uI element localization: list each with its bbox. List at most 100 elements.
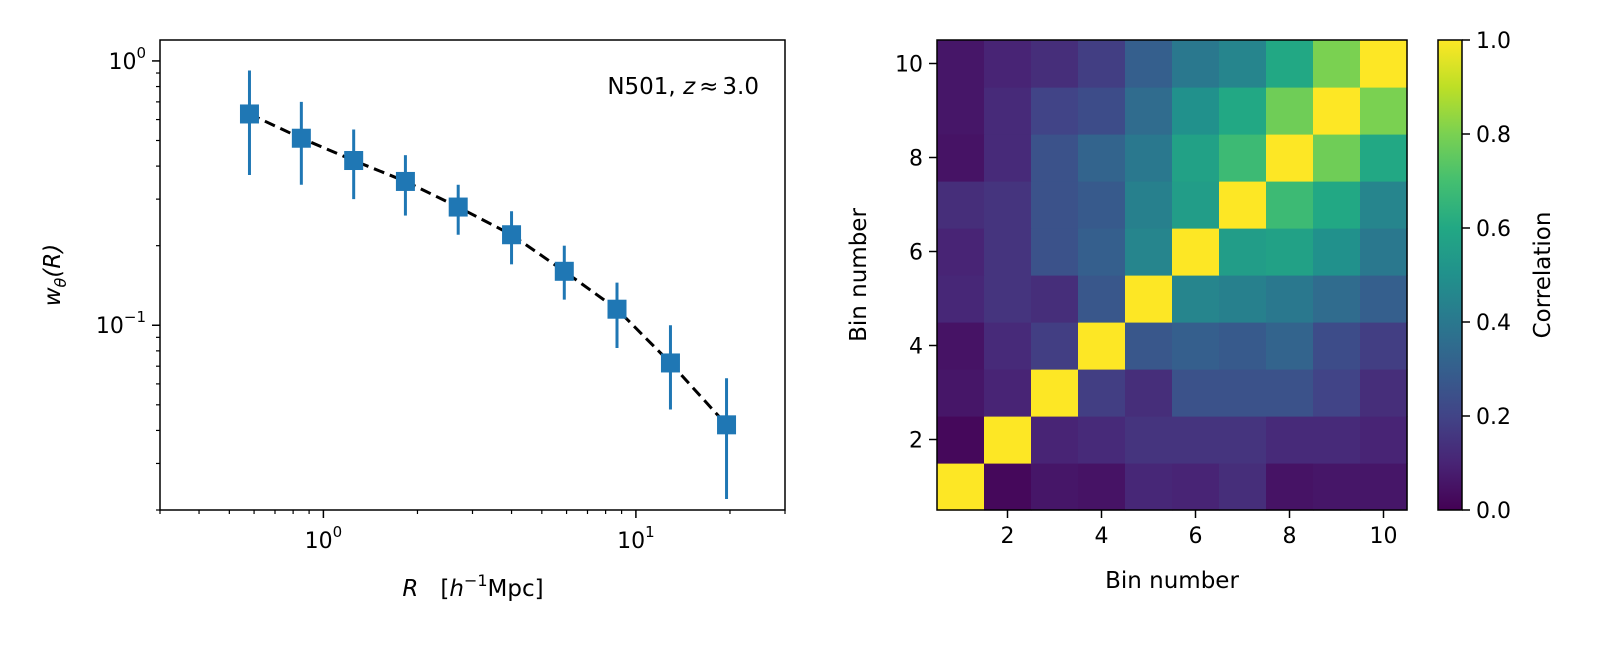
heatmap-cell (1078, 369, 1126, 417)
left-plot-area (239, 70, 737, 500)
x-tick-label: 100 (305, 523, 343, 554)
heatmap-frame (936, 39, 1408, 511)
heatmap-cell (1360, 228, 1408, 276)
heatmap-cell (1266, 369, 1314, 417)
heatmap-cell (1219, 275, 1267, 323)
heatmap-cell (1360, 181, 1408, 229)
heatmap-cell (1219, 463, 1267, 511)
left-xlabel-h: h (449, 576, 464, 602)
heatmap-cell (1219, 322, 1267, 370)
heatmap-x-tick-label: 4 (1095, 524, 1109, 549)
model-line (248, 112, 728, 426)
heatmap-y-tick-label: 8 (909, 147, 923, 172)
annotation-prefix: N501, (607, 74, 683, 100)
heatmap-cell (984, 228, 1032, 276)
heatmap-cell (1219, 369, 1267, 417)
heatmap-cell (1031, 181, 1079, 229)
heatmap-cell (1360, 275, 1408, 323)
heatmap-cell (1313, 369, 1361, 417)
heatmap-cell (984, 322, 1032, 370)
heatmap-cell (1125, 40, 1173, 88)
heatmap-cell (1031, 369, 1079, 417)
heatmap-cell (1360, 416, 1408, 464)
heatmap-cell (1125, 416, 1173, 464)
heatmap-cell (1313, 181, 1361, 229)
data-point (607, 299, 627, 319)
heatmap-cell (1360, 134, 1408, 182)
heatmap-cell (1266, 416, 1314, 464)
heatmap-ticks: 2 4 6 8 10 2 4 6 8 10 (895, 53, 1398, 550)
left-xlabel-unit: Mpc (488, 576, 535, 602)
heatmap-cell (1219, 134, 1267, 182)
heatmap-y-tick-label: 6 (909, 241, 923, 266)
colorbar-tick-label: 0.4 (1476, 311, 1511, 336)
heatmap-cell (1172, 181, 1220, 229)
colorbar-tick-label: 0.0 (1476, 499, 1511, 524)
heatmap-cell (1219, 416, 1267, 464)
heatmap-cell (1219, 87, 1267, 135)
left-ylabel-w: w (40, 287, 66, 306)
heatmap-cell (984, 275, 1032, 323)
heatmap-cell (1360, 322, 1408, 370)
heatmap-cell (1172, 87, 1220, 135)
colorbar-tick-label: 1.0 (1476, 29, 1511, 54)
annotation-text: N501, z ≈3.0 (607, 74, 759, 100)
heatmap-cells (937, 40, 1408, 511)
heatmap-cell (1313, 275, 1361, 323)
heatmap-cell (1172, 134, 1220, 182)
heatmap-cell (1266, 228, 1314, 276)
heatmap-cell (1078, 134, 1126, 182)
heatmap-cell (1125, 369, 1173, 417)
heatmap-cell (1172, 416, 1220, 464)
colorbar-ticks: 0.0 0.2 0.4 0.6 0.8 1.0 (1462, 29, 1511, 524)
data-point (395, 171, 415, 191)
heatmap-y-tick-label: 4 (909, 335, 923, 360)
heatmap-cell (937, 228, 985, 276)
data-point (291, 128, 311, 148)
heatmap-cell (1125, 87, 1173, 135)
heatmap-cell (1078, 40, 1126, 88)
heatmap-cell (937, 134, 985, 182)
colorbar-tick-label: 0.8 (1476, 123, 1511, 148)
heatmap-cell (1125, 275, 1173, 323)
heatmap-x-tick-label: 8 (1283, 524, 1297, 549)
y-tick-label: 100 (108, 44, 146, 75)
heatmap-cell (1031, 228, 1079, 276)
left-xlabel-close: ] (535, 576, 544, 602)
left-ylabel-sub: θ (51, 277, 70, 287)
annotation-rel: ≈ (699, 74, 718, 100)
heatmap-xlabel: Bin number (1105, 568, 1239, 594)
heatmap-cell (937, 40, 985, 88)
heatmap-cell (1313, 463, 1361, 511)
heatmap-cell (984, 87, 1032, 135)
heatmap-y-tick-label: 2 (909, 429, 923, 454)
heatmap-cell (1313, 416, 1361, 464)
colorbar-tick-label: 0.2 (1476, 405, 1511, 430)
left-xlabel-exp: −1 (464, 571, 488, 590)
heatmap-x-tick-label: 6 (1189, 524, 1203, 549)
data-point (717, 415, 737, 435)
heatmap-cell (1172, 40, 1220, 88)
heatmap-cell (1172, 463, 1220, 511)
data-point (554, 261, 574, 281)
heatmap-cell (937, 369, 985, 417)
heatmap-cell (937, 322, 985, 370)
x-tick-label: 101 (617, 523, 655, 554)
heatmap-cell (1031, 40, 1079, 88)
colorbar-tick-label: 0.6 (1476, 217, 1511, 242)
heatmap-cell (1125, 463, 1173, 511)
heatmap-cell (1360, 40, 1408, 88)
heatmap-cell (1078, 463, 1126, 511)
heatmap-cell (984, 463, 1032, 511)
y-tick-label: 10−1 (96, 308, 146, 339)
heatmap-x-tick-label: 10 (1370, 524, 1398, 549)
heatmap-cell (1313, 322, 1361, 370)
annotation-var: z (682, 74, 696, 100)
heatmap-cell (1078, 416, 1126, 464)
heatmap-cell (984, 134, 1032, 182)
heatmap-cell (1078, 322, 1126, 370)
colorbar (1437, 39, 1463, 511)
heatmap-cell (1031, 463, 1079, 511)
